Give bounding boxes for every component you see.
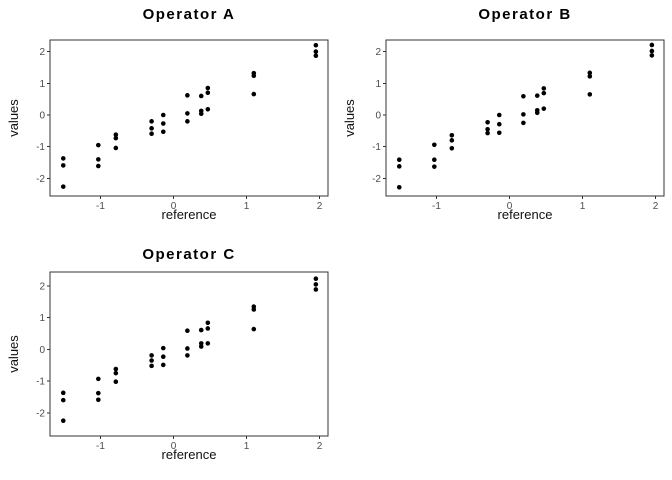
x-axis-label: reference bbox=[497, 207, 553, 222]
svg-text:2: 2 bbox=[39, 282, 45, 293]
svg-text:2: 2 bbox=[653, 201, 659, 212]
svg-text:-1: -1 bbox=[372, 142, 381, 153]
svg-text:-1: -1 bbox=[36, 377, 45, 388]
svg-text:2: 2 bbox=[39, 47, 45, 58]
svg-text:1: 1 bbox=[244, 441, 250, 452]
empty-cell bbox=[336, 240, 672, 480]
y-axis-label: values bbox=[342, 99, 357, 137]
panel-operator-c: -1 0 1 2 2 1 0 -1 -2 Operator C reference values bbox=[0, 240, 336, 480]
svg-text:0: 0 bbox=[171, 201, 177, 212]
svg-text:-2: -2 bbox=[36, 408, 45, 419]
svg-text:-2: -2 bbox=[372, 174, 381, 185]
svg-text:0: 0 bbox=[507, 201, 513, 212]
svg-text:-1: -1 bbox=[432, 201, 441, 212]
panel-title: Operator C bbox=[142, 246, 236, 263]
svg-text:2: 2 bbox=[317, 441, 323, 452]
svg-text:1: 1 bbox=[375, 79, 381, 90]
svg-text:-1: -1 bbox=[96, 441, 105, 452]
svg-text:0: 0 bbox=[39, 111, 45, 122]
svg-text:-1: -1 bbox=[36, 142, 45, 153]
svg-text:2: 2 bbox=[317, 201, 323, 212]
y-axis-label: values bbox=[6, 335, 21, 373]
panel-operator-b: -1 0 1 2 2 1 0 -1 -2 Operator B reference values bbox=[336, 0, 672, 240]
svg-text:1: 1 bbox=[39, 313, 45, 324]
svg-text:1: 1 bbox=[244, 201, 250, 212]
svg-text:1: 1 bbox=[580, 201, 586, 212]
svg-text:-2: -2 bbox=[36, 174, 45, 185]
svg-text:2: 2 bbox=[375, 47, 381, 58]
scatter-plot-a: -1 0 1 2 2 1 0 -1 -2 bbox=[36, 39, 329, 212]
y-axis-label: values bbox=[6, 99, 21, 137]
scatter-plot-c: -1 0 1 2 2 1 0 -1 -2 bbox=[36, 271, 329, 452]
panel-title: Operator A bbox=[142, 6, 236, 23]
panel-title: Operator B bbox=[478, 6, 572, 23]
svg-text:0: 0 bbox=[39, 345, 45, 356]
x-axis-label: reference bbox=[161, 207, 217, 222]
panel-operator-a: -1 0 1 2 2 1 0 -1 -2 Operator A reference values bbox=[0, 0, 336, 240]
svg-text:0: 0 bbox=[375, 111, 381, 122]
scatter-plot-b: -1 0 1 2 2 1 0 -1 -2 bbox=[372, 39, 665, 212]
svg-text:0: 0 bbox=[171, 441, 177, 452]
svg-text:1: 1 bbox=[39, 79, 45, 90]
x-axis-label: reference bbox=[161, 447, 217, 462]
svg-text:-1: -1 bbox=[96, 201, 105, 212]
